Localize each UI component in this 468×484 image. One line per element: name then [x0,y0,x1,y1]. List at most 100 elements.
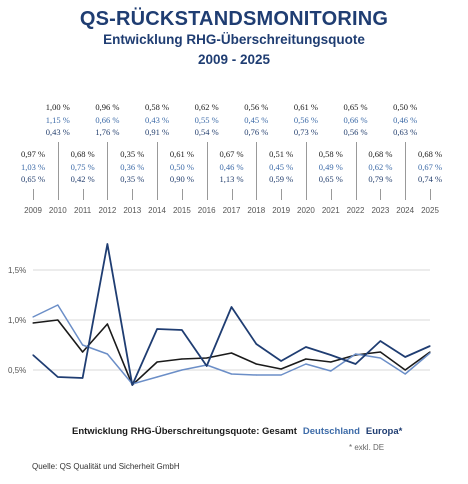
data-point-deutschland-2024 [404,373,406,375]
data-point-gesamt-2010 [57,319,59,321]
value-label-deutschland-2023: 0,62 % [368,161,393,172]
value-label-gesamt-2015: 0,61 % [169,149,194,159]
label-divider [405,142,406,200]
data-point-europa-2024 [404,356,406,358]
value-label-deutschland-2012: 0,66 % [95,114,120,125]
value-label-gesamt-2025: 0,68 % [417,149,443,159]
chart-title: QS-RÜCKSTANDSMONITORING [79,8,389,30]
value-label-europa-2018: 0,76 % [244,127,269,137]
value-label-europa-2011: 0,42 % [70,174,95,184]
value-label-gesamt-2011: 0,68 % [70,149,95,159]
data-point-deutschland-2015 [181,369,183,371]
value-label-gesamt-2020: 0,61 % [293,102,318,112]
value-label-deutschland-2020: 0,56 % [293,114,318,125]
value-label-gesamt-2024: 0,50 % [393,102,418,112]
data-point-europa-2010 [57,376,59,378]
year-tick-2019: 2019 [272,206,291,215]
data-point-europa-2012 [106,243,108,245]
value-label-deutschland-2025: 0,67 % [417,161,443,172]
value-label-deutschland-2014: 0,43 % [145,114,170,125]
data-point-deutschland-2014 [156,376,158,378]
year-tick-2022: 2022 [346,206,365,215]
data-point-gesamt-2020 [305,358,307,360]
value-label-deutschland-2011: 0,75 % [70,161,95,172]
value-label-europa-2010: 0,43 % [45,127,70,137]
label-divider [58,142,59,200]
value-label-deutschland-2021: 0,49 % [318,161,343,172]
data-point-deutschland-2012 [106,353,108,355]
year-tick-2025: 2025 [421,206,439,215]
label-divider [107,142,108,200]
data-point-deutschland-2019 [280,374,282,376]
value-label-europa-2021: 0,65 % [318,174,343,184]
year-tick-2009: 2009 [24,206,42,215]
year-tick-2017: 2017 [222,206,241,215]
year-tick-2021: 2021 [321,206,340,215]
value-label-deutschland-2016: 0,55 % [194,114,219,125]
data-point-europa-2023 [379,340,381,342]
data-point-europa-2011 [82,377,84,379]
label-divider [207,142,208,200]
value-label-gesamt-2021: 0,58 % [318,149,343,159]
label-divider [232,189,233,200]
data-point-europa-2009 [32,354,34,356]
value-label-gesamt-2019: 0,51 % [269,149,294,159]
year-tick-2010: 2010 [48,206,67,215]
value-label-gesamt-2017: 0,67 % [219,149,244,159]
y-axis: 0,5% 1,0% 1,5% [8,266,26,375]
value-label-deutschland-2013: 0,36 % [120,161,145,172]
legend-europa: Europa* [365,426,403,437]
data-point-deutschland-2018 [255,374,257,376]
value-label-gesamt-2012: 0,96 % [95,102,120,112]
value-label-deutschland-2015: 0,50 % [169,161,194,172]
chart-subtitle: Entwicklung RHG-Überschreitungsquote [103,32,365,47]
data-point-europa-2016 [206,365,208,367]
data-point-europa-2020 [305,346,307,348]
value-label-europa-2019: 0,59 % [269,174,294,184]
data-point-deutschland-2011 [82,344,84,346]
label-divider [331,189,332,200]
value-label-deutschland-2022: 0,66 % [343,114,368,125]
legend-gesamt: Entwicklung RHG-Überschreitungsquote: Ge… [72,426,297,437]
value-label-deutschland-2024: 0,46 % [393,114,418,125]
data-point-deutschland-2023 [379,357,381,359]
year-tick-2023: 2023 [371,206,390,215]
value-label-europa-2022: 0,56 % [343,127,368,137]
value-label-gesamt-2023: 0,68 % [368,149,393,159]
label-divider [430,189,431,200]
value-label-gesamt-2016: 0,62 % [194,102,219,112]
data-point-gesamt-2012 [106,323,108,325]
year-tick-2014: 2014 [148,206,166,215]
label-divider [306,142,307,200]
data-point-europa-2014 [156,328,158,330]
data-point-europa-2013 [131,384,133,386]
data-point-deutschland-2022 [355,353,357,355]
data-point-gesamt-2017 [230,352,233,354]
value-label-europa-2017: 1,13 % [219,174,244,184]
data-point-gesamt-2024 [404,369,406,371]
data-point-gesamt-2009 [32,322,34,324]
data-point-gesamt-2019 [280,368,282,370]
label-divider [157,142,158,200]
year-tick-2011: 2011 [74,206,92,215]
value-label-gesamt-2013: 0,35 % [120,149,145,159]
y-tick-label: 1,0% [8,316,26,325]
data-point-europa-2019 [280,360,282,362]
value-label-gesamt-2022: 0,65 % [343,102,368,112]
footnote: * exkl. DE [349,443,385,452]
data-point-europa-2025 [429,345,431,347]
data-point-europa-2018 [255,343,257,345]
value-label-europa-2014: 0,91 % [145,127,170,137]
data-point-europa-2017 [230,306,233,308]
value-label-deutschland-2019: 0,45 % [269,161,294,172]
value-label-deutschland-2010: 1,15 % [45,114,70,125]
value-label-europa-2013: 0,35 % [120,174,145,184]
label-divider [33,189,34,200]
label-divider [182,189,183,200]
year-tick-2013: 2013 [123,206,142,215]
data-point-deutschland-2020 [305,363,307,365]
value-label-europa-2009: 0,65 % [20,174,46,184]
data-point-gesamt-2014 [156,361,158,363]
value-label-europa-2024: 0,63 % [393,127,418,137]
series-lines [32,243,431,386]
